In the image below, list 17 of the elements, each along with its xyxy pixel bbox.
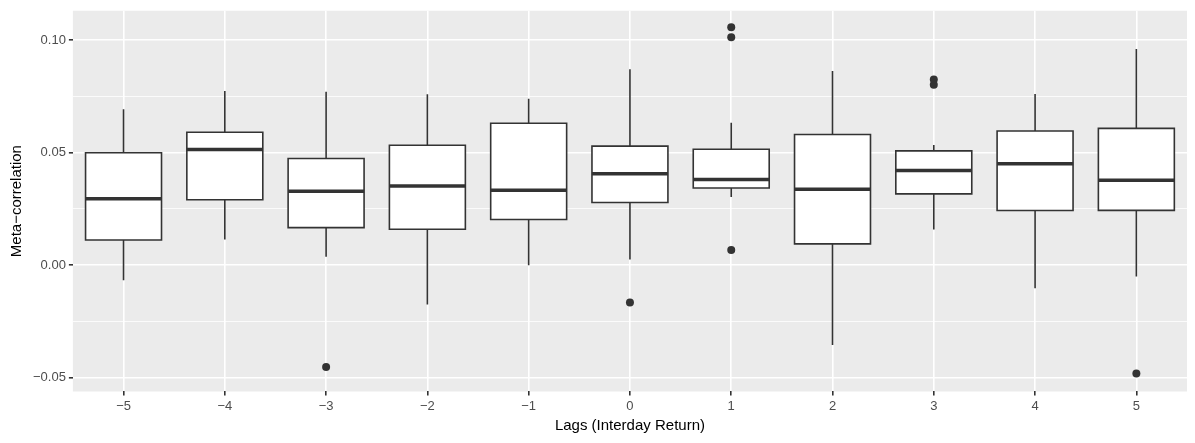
- x-tick-label: −2: [419, 397, 435, 413]
- x-tick-label: 0: [626, 397, 634, 413]
- y-tick-label: 0.00: [40, 256, 66, 272]
- y-tick-label: −0.05: [32, 369, 66, 385]
- x-tick-label: 2: [828, 397, 837, 413]
- x-tick-label: 3: [930, 397, 938, 413]
- x-tick-label: 1: [727, 397, 735, 413]
- x-tick-label: −1: [521, 397, 537, 413]
- x-tick-label: 4: [1031, 397, 1039, 413]
- y-tick-label: 0.10: [40, 31, 66, 47]
- x-tick-label: 5: [1132, 397, 1140, 413]
- y-axis-title: Meta−correlation: [7, 145, 25, 258]
- x-axis-title: Lags (Interday Return): [554, 416, 705, 434]
- x-tick-label: −5: [116, 397, 131, 413]
- x-tick-label: −4: [217, 397, 233, 413]
- y-tick-label: 0.05: [40, 144, 66, 160]
- x-tick-label: −3: [318, 397, 334, 413]
